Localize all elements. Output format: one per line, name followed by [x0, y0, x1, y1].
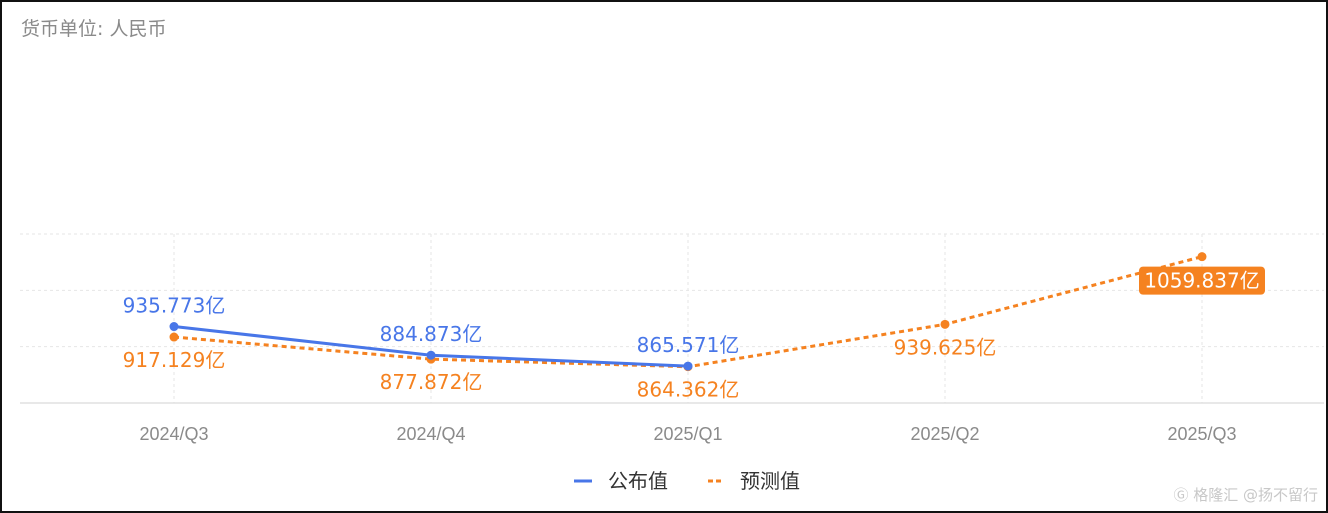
- forecast-point-0: [169, 332, 179, 342]
- x-tick-label-0: 2024/Q3: [139, 424, 208, 444]
- published-label-1: 884.873亿: [380, 322, 483, 346]
- forecast-point-4: [1197, 252, 1207, 262]
- x-tick-label-1: 2024/Q4: [396, 424, 465, 444]
- x-tick-label-2: 2025/Q1: [653, 424, 722, 444]
- published-point-2: [683, 361, 693, 371]
- forecast-label-2: 864.362亿: [637, 378, 740, 402]
- currency-unit-label: 货币单位: 人民币: [21, 18, 167, 40]
- x-tick-label-3: 2025/Q2: [910, 424, 979, 444]
- x-tick-label-4: 2025/Q3: [1167, 424, 1236, 444]
- forecast-label-0: 917.129亿: [123, 348, 226, 372]
- watermark: Ⓖ 格隆汇 @扬不留行: [1173, 486, 1318, 504]
- published-point-1: [426, 350, 436, 360]
- legend-label-published: 公布值: [608, 469, 668, 493]
- published-point-0: [169, 322, 179, 332]
- forecast-label-3: 939.625亿: [894, 335, 997, 359]
- legend-label-forecast: 预测值: [740, 469, 800, 493]
- forecast-label-box-4: [1139, 266, 1265, 295]
- forecast-label-1: 877.872亿: [380, 370, 483, 394]
- published-label-0: 935.773亿: [123, 294, 226, 318]
- forecast-label-4: 1059.837亿: [1144, 269, 1259, 293]
- forecast-point-3: [940, 319, 950, 329]
- published-label-2: 865.571亿: [637, 333, 740, 357]
